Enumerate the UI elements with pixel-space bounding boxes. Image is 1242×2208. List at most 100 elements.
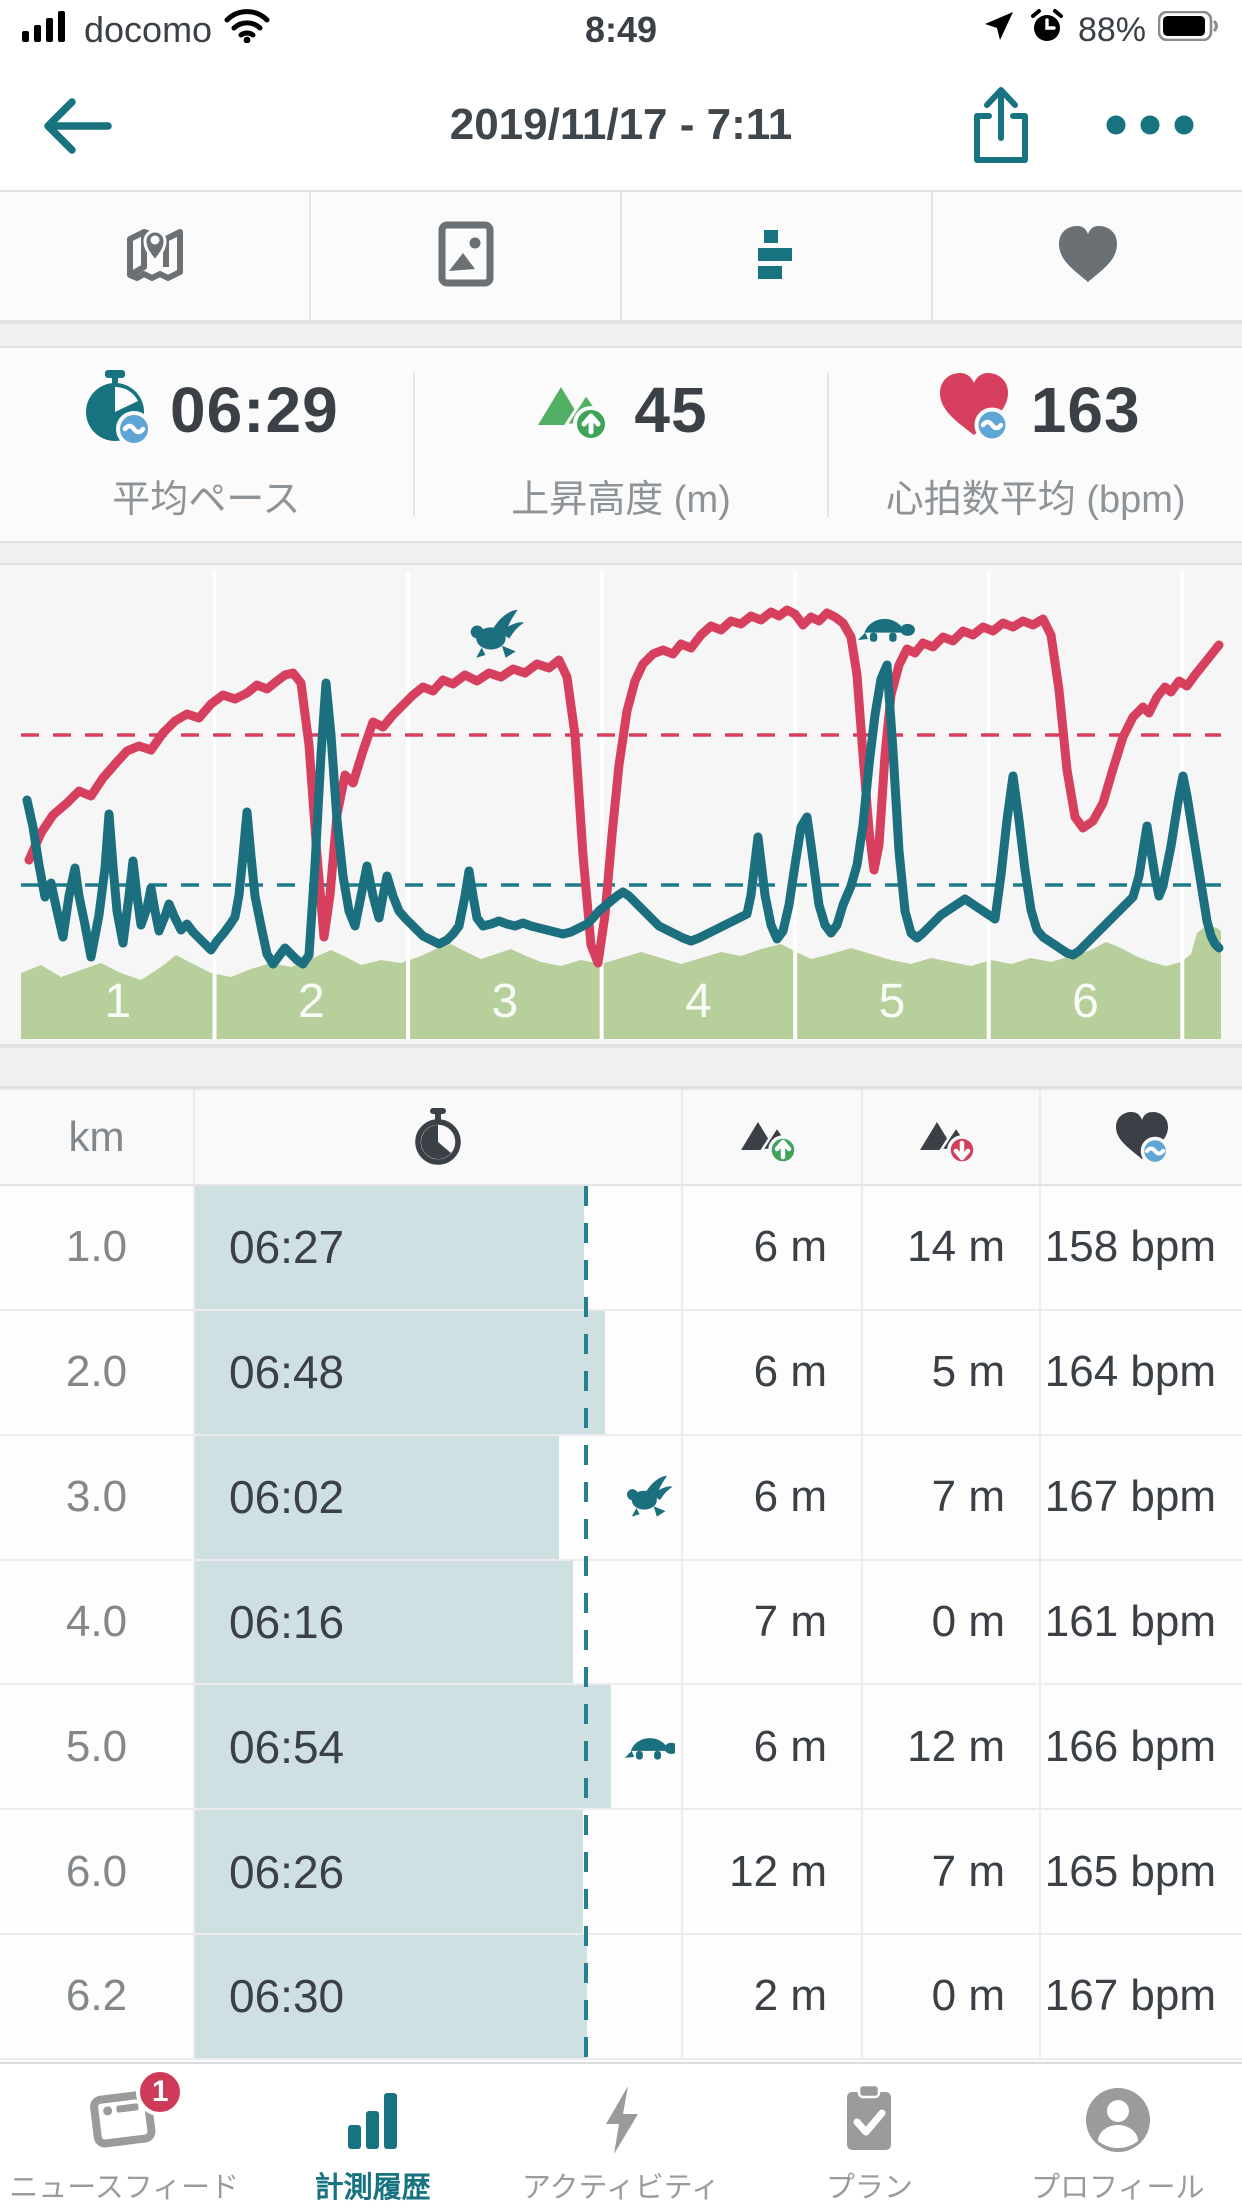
- split-row-6.0km[interactable]: 6.0 06:26 12 m 7 m 165 bpm: [0, 1810, 1242, 1936]
- stat-label: 上昇高度 (m): [511, 478, 731, 521]
- split-elevation-gain: 6 m: [753, 1472, 827, 1522]
- splits-table-header: km: [0, 1088, 1242, 1186]
- pace-bar: [195, 1186, 584, 1309]
- stat-value: 45: [634, 374, 708, 446]
- split-elevation-loss: 0 m: [931, 1596, 1005, 1646]
- app-header: 2019/11/17 - 7:11: [0, 60, 1242, 192]
- nav-label: プロフィール: [1031, 2172, 1205, 2204]
- section-divider: [0, 541, 1242, 565]
- split-pace: 06:48: [229, 1346, 345, 1399]
- pace-bar: [195, 1310, 605, 1434]
- nav-label: プラン: [825, 2172, 913, 2204]
- split-heart-rate: 167 bpm: [1044, 1971, 1216, 2021]
- split-elevation-loss: 7 m: [931, 1846, 1005, 1896]
- turtle-icon: [623, 1725, 679, 1769]
- split-row-1.0km[interactable]: 1.0 06:27 6 m 14 m 158 bpm: [0, 1186, 1242, 1311]
- average-pace-line: [584, 1186, 588, 2060]
- pace-bar: [195, 1435, 559, 1559]
- split-elevation-loss: 12 m: [907, 1721, 1005, 1771]
- km-label: 3: [492, 975, 519, 1028]
- bottom-navigation: 1 ニュースフィード 計測履歴 アクティビティ プラン プロフィール: [0, 2062, 1242, 2208]
- split-heart-rate: 165 bpm: [1044, 1846, 1216, 1896]
- split-km: 6.0: [65, 1846, 128, 1896]
- summary-stat-0: 06:29 平均ペース: [0, 369, 413, 521]
- km-label: 6: [1072, 975, 1099, 1028]
- split-row-3.0km[interactable]: 3.0 06:02 6 m 7 m 167 bpm: [0, 1435, 1242, 1561]
- rabbit-icon: [470, 609, 525, 658]
- split-elevation-gain: 7 m: [753, 1596, 827, 1646]
- tab-map[interactable]: [0, 192, 309, 320]
- split-elevation-gain: 2 m: [753, 1971, 827, 2021]
- splits-table: km 1.0 06:27 6 m 14 m 158 bpm 2.0 06:48 6 m 5 m 1…: [0, 1088, 1242, 2062]
- split-elevation-loss: 7 m: [931, 1472, 1005, 1522]
- km-label: 2: [298, 975, 325, 1028]
- nav-item-activity[interactable]: アクティビティ: [497, 2064, 745, 2208]
- battery-percent: 88%: [1077, 10, 1146, 49]
- split-elevation-gain: 6 m: [753, 1222, 827, 1272]
- split-pace: 06:26: [229, 1845, 345, 1898]
- map-icon: [116, 217, 194, 296]
- km-label: 4: [685, 975, 712, 1028]
- split-elevation-gain: 12 m: [729, 1846, 827, 1896]
- tab-splits[interactable]: [620, 192, 931, 320]
- split-km: 6.2: [65, 1971, 128, 2021]
- heart-rate-line: [24, 605, 1224, 968]
- split-heart-rate: 158 bpm: [1044, 1222, 1216, 1272]
- pace-stopwatch-icon: [74, 367, 156, 454]
- split-km: 2.0: [65, 1347, 128, 1397]
- person-icon: [1076, 2080, 1160, 2160]
- split-pace: 06:27: [229, 1221, 345, 1274]
- split-elevation-gain: 6 m: [753, 1347, 827, 1397]
- more-options-button[interactable]: [1100, 100, 1200, 150]
- split-row-6.2km[interactable]: 6.2 06:30 2 m 0 m 167 bpm: [0, 1935, 1242, 2060]
- elevation-loss-icon: [863, 1090, 1041, 1184]
- nav-label: 計測履歴: [314, 2172, 431, 2204]
- split-row-2.0km[interactable]: 2.0 06:48 6 m 5 m 164 bpm: [0, 1310, 1242, 1436]
- notification-badge: 1: [136, 2068, 185, 2116]
- split-km: 4.0: [65, 1596, 128, 1646]
- media-tab-strip: [0, 192, 1242, 322]
- status-bar: docomo 8:49 88%: [0, 0, 1242, 60]
- section-divider: [0, 322, 1242, 348]
- back-button[interactable]: [38, 94, 118, 158]
- nav-item-profile[interactable]: プロフィール: [994, 2064, 1242, 2208]
- split-row-5.0km[interactable]: 5.0 06:54 6 m 12 m 166 bpm: [0, 1685, 1242, 1811]
- km-label: 5: [879, 975, 906, 1028]
- split-row-4.0km[interactable]: 4.0 06:16 7 m 0 m 161 bpm: [0, 1560, 1242, 1686]
- split-pace: 06:02: [229, 1471, 345, 1524]
- elevation-gain-icon: [534, 367, 620, 454]
- pace-line: [22, 660, 1224, 969]
- nav-label: ニュースフィード: [9, 2172, 240, 2204]
- pace-hr-elevation-chart[interactable]: 1 2 3 4 5 6: [0, 565, 1242, 1046]
- newsfeed-icon: 1: [82, 2068, 185, 2160]
- pace-bar: [195, 1935, 587, 2058]
- pace-bar: [195, 1685, 611, 1809]
- split-elevation-loss: 14 m: [907, 1222, 1005, 1272]
- stat-label: 平均ペース: [112, 478, 301, 521]
- split-heart-rate: 166 bpm: [1044, 1721, 1216, 1771]
- stat-value: 163: [1030, 374, 1141, 446]
- nav-item-newsfeed[interactable]: 1 ニュースフィード: [0, 2064, 248, 2208]
- summary-stat-1: 45 上昇高度 (m): [412, 372, 828, 521]
- photo-icon: [433, 217, 499, 296]
- tab-likes[interactable]: [931, 192, 1242, 320]
- heart-icon: [1053, 222, 1123, 291]
- column-header-km: km: [0, 1090, 195, 1184]
- alarm-clock-icon: [1028, 8, 1066, 53]
- nav-item-plan[interactable]: プラン: [745, 2064, 993, 2208]
- split-pace: 06:30: [229, 1970, 345, 2023]
- carrier-label: docomo: [84, 9, 213, 50]
- tab-photos[interactable]: [309, 192, 620, 320]
- pace-stopwatch-icon: [195, 1090, 683, 1184]
- lightning-icon: [579, 2080, 663, 2160]
- nav-item-history[interactable]: 計測履歴: [248, 2064, 496, 2208]
- share-button[interactable]: [960, 82, 1042, 168]
- summary-stat-2: 163 心拍数平均 (bpm): [827, 372, 1242, 521]
- split-heart-rate: 167 bpm: [1044, 1472, 1216, 1522]
- split-heart-rate: 161 bpm: [1044, 1596, 1216, 1646]
- status-time: 8:49: [584, 9, 658, 50]
- heart-rate-icon: [1041, 1090, 1242, 1184]
- split-km: 5.0: [65, 1721, 128, 1771]
- split-elevation-loss: 0 m: [931, 1971, 1005, 2021]
- pace-bar: [195, 1560, 573, 1684]
